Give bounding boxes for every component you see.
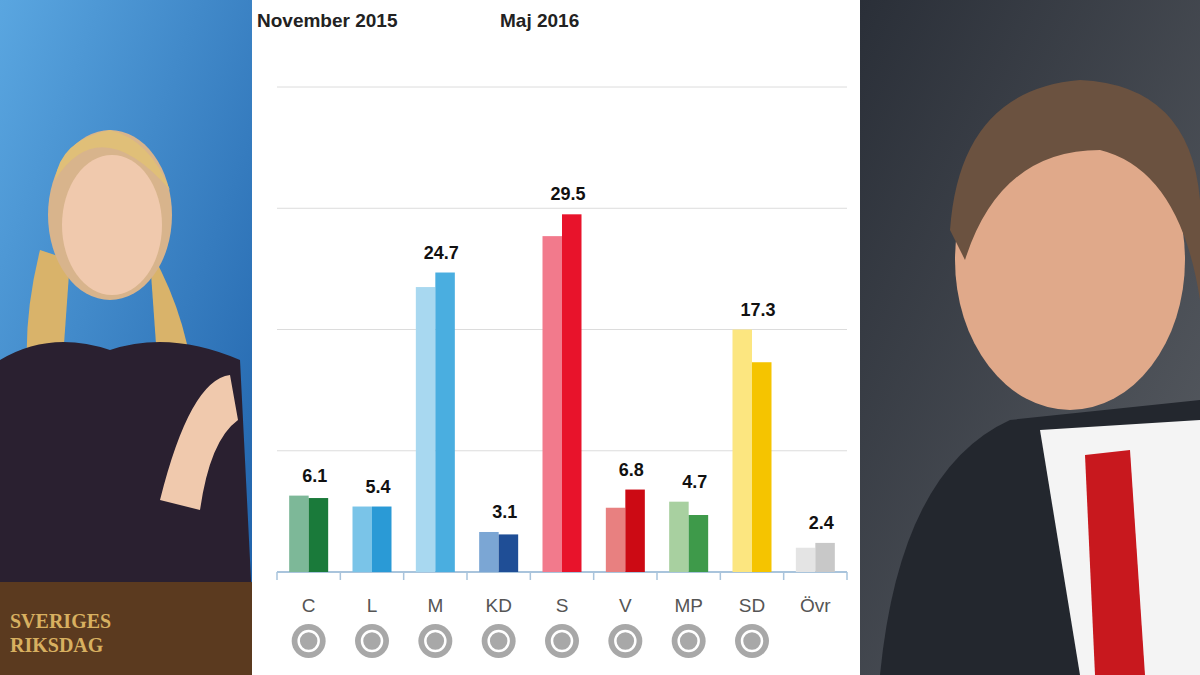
party-icon <box>608 624 642 658</box>
bar <box>689 515 709 572</box>
bar <box>815 543 835 572</box>
category-separator <box>340 572 342 580</box>
chart-panel <box>252 0 860 675</box>
x-tick-label: V <box>619 595 632 616</box>
bar <box>606 508 626 572</box>
party-icon-symbol <box>679 631 699 651</box>
party-icon <box>418 624 452 658</box>
party-icon <box>672 624 706 658</box>
category-separator <box>276 572 278 580</box>
legend-entry: Maj 2016 <box>500 10 579 31</box>
face <box>62 155 162 295</box>
grid-line <box>277 87 847 88</box>
suit <box>880 400 1200 675</box>
annotation-line: RIKSDAG <box>10 634 104 656</box>
data-label: 17.3 <box>740 300 775 320</box>
party-icon-symbol <box>615 631 635 651</box>
party-icon-symbol <box>489 631 509 651</box>
figure: SVERIGESRIKSDAG 6.1 5.4 24.7 3.1 29.5 6.8 4.7 17… <box>0 0 1200 675</box>
annotation: SVERIGESRIKSDAG <box>10 610 111 656</box>
bar <box>435 273 455 572</box>
bars <box>289 214 835 572</box>
x-tick-label: M <box>427 595 443 616</box>
bar <box>289 496 309 572</box>
jacket <box>0 342 252 600</box>
category-separator <box>530 572 532 580</box>
category-separator <box>656 572 658 580</box>
bar <box>562 214 582 572</box>
legend: November 2015 Maj 2016 <box>257 10 579 31</box>
party-icon-symbol <box>742 631 762 651</box>
party-icon <box>545 624 579 658</box>
bar <box>669 502 689 572</box>
data-labels: 6.1 5.4 24.7 3.1 29.5 6.8 4.7 17.3 2.4 <box>302 184 834 533</box>
data-label: 6.1 <box>302 466 327 486</box>
hand <box>160 375 238 510</box>
party-icon-symbol <box>299 631 319 651</box>
bar <box>416 287 436 572</box>
x-tick-label: KD <box>485 595 511 616</box>
annotation-line: SVERIGES <box>10 610 111 632</box>
category-separator <box>466 572 468 580</box>
bar <box>543 236 563 572</box>
data-label: 3.1 <box>492 502 517 522</box>
bar <box>752 362 772 572</box>
x-tick-label: L <box>367 595 378 616</box>
category-separator <box>783 572 785 580</box>
data-label: 24.7 <box>424 243 459 263</box>
hair-back <box>48 130 172 300</box>
right-photo <box>860 0 1200 675</box>
party-icon-symbol <box>362 631 382 651</box>
category-separator <box>720 572 722 580</box>
x-tick-label: SD <box>739 595 765 616</box>
grid-line <box>277 208 847 209</box>
photo-background <box>860 0 1200 675</box>
tie <box>1085 450 1145 675</box>
bar <box>733 330 753 573</box>
bar <box>499 534 518 572</box>
bar <box>796 548 816 572</box>
x-tick-labels: C L M KD S V MP SD Övr <box>292 595 832 658</box>
category-separator <box>593 572 595 580</box>
photo-background <box>0 0 252 675</box>
data-label: 29.5 <box>550 184 585 204</box>
bar <box>479 532 499 572</box>
party-icon-symbol <box>552 631 572 651</box>
data-label: 2.4 <box>809 513 834 533</box>
x-tick-label: S <box>556 595 569 616</box>
bar <box>625 490 645 572</box>
party-icon <box>292 624 326 658</box>
x-tick-label: MP <box>674 595 703 616</box>
bar <box>353 507 373 572</box>
hair <box>950 80 1200 300</box>
category-separator <box>846 572 848 580</box>
data-label: 6.8 <box>619 460 644 480</box>
party-icon <box>482 624 516 658</box>
party-icon <box>735 624 769 658</box>
data-label: 5.4 <box>365 477 390 497</box>
shirt <box>1040 420 1200 675</box>
data-label: 4.7 <box>682 472 707 492</box>
grid <box>277 87 847 580</box>
bar <box>309 498 329 572</box>
category-separator <box>403 572 405 580</box>
x-tick-label: Övr <box>800 595 831 616</box>
party-icon-symbol <box>425 631 445 651</box>
bar <box>372 507 392 572</box>
left-photo: SVERIGESRIKSDAG <box>0 0 252 675</box>
party-icon <box>355 624 389 658</box>
x-tick-label: C <box>302 595 316 616</box>
hair-top <box>55 130 170 190</box>
legend-entry: November 2015 <box>257 10 398 31</box>
podium <box>0 582 252 675</box>
